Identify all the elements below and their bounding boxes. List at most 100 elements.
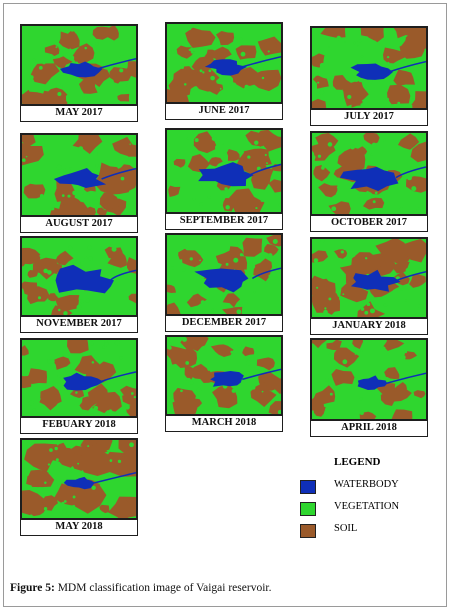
vegetation-speck	[251, 385, 256, 390]
vegetation-speck	[35, 363, 40, 369]
vegetation-speck	[186, 377, 192, 383]
vegetation-speck	[354, 353, 357, 355]
vegetation-speck	[338, 366, 341, 369]
soil-patch	[22, 375, 32, 389]
vegetation-speck	[239, 37, 243, 41]
vegetation-speck	[328, 353, 331, 356]
vegetation-speck	[91, 485, 96, 490]
vegetation-speck	[104, 340, 108, 343]
vegetation-speck	[119, 68, 124, 73]
soil-patch	[363, 197, 385, 210]
vegetation-speck	[247, 88, 250, 91]
waterbody-area	[194, 268, 249, 293]
vegetation-speck	[400, 288, 403, 292]
waterbody-area	[63, 372, 104, 391]
vegetation-speck	[131, 379, 135, 383]
vegetation-speck	[405, 268, 410, 273]
soil-patch	[186, 293, 207, 308]
river-channel	[101, 167, 136, 180]
soil-patch	[406, 176, 426, 193]
soil-patch	[28, 501, 47, 517]
soil-patch	[173, 158, 186, 168]
soil-patch	[227, 254, 248, 271]
soil-patch	[235, 45, 257, 60]
soil-patch	[312, 75, 329, 89]
vegetation-speck	[23, 173, 27, 177]
soil-patch	[263, 40, 277, 50]
vegetation-speck	[210, 75, 215, 81]
map-image	[167, 235, 281, 314]
soil-patch	[72, 135, 103, 154]
soil-patch	[332, 74, 353, 90]
soil-patch	[80, 206, 97, 215]
vegetation-speck	[312, 160, 316, 166]
vegetation-speck	[25, 213, 29, 215]
soil-patch	[263, 243, 279, 257]
soil-patch	[112, 136, 135, 156]
vegetation-speck	[386, 56, 390, 59]
legend: LEGEND WATERBODY VEGETATION SOIL	[294, 450, 434, 545]
vegetation-speck	[58, 308, 61, 312]
soil-patch	[312, 385, 336, 406]
panel-october-2017: OCTOBER 2017	[310, 131, 428, 232]
vegetation-speck	[223, 27, 227, 32]
classification-map	[310, 237, 428, 319]
vegetation-speck	[374, 191, 378, 195]
soil-patch	[263, 136, 281, 152]
soil-patch	[256, 357, 275, 371]
vegetation-speck	[22, 48, 24, 51]
vegetation-speck	[236, 309, 242, 314]
soil-patch	[68, 297, 79, 309]
panel-label: JANUARY 2018	[310, 318, 428, 335]
vegetation-speck	[126, 309, 132, 315]
vegetation-speck	[231, 388, 236, 393]
soil-patch	[71, 483, 107, 514]
classification-map	[20, 338, 138, 418]
classification-map	[20, 236, 138, 317]
vegetation-speck	[318, 47, 321, 51]
vegetation-speck	[200, 187, 203, 190]
vegetation-speck	[93, 151, 99, 156]
waterbody-area	[63, 476, 95, 490]
legend-label-waterbody: WATERBODY	[334, 479, 399, 490]
vegetation-speck	[89, 203, 91, 206]
vegetation-speck	[69, 55, 75, 61]
vegetation-speck	[63, 500, 67, 503]
vegetation-speck	[199, 69, 203, 73]
vegetation-speck	[80, 261, 85, 266]
panel-july-2017: JULY 2017	[310, 26, 428, 126]
river-channel	[251, 267, 281, 280]
vegetation-speck	[355, 380, 358, 383]
soil-patch	[397, 133, 420, 150]
vegetation-speck	[327, 46, 330, 48]
vegetation-speck	[247, 155, 251, 159]
river-channel	[385, 372, 426, 385]
soil-patch	[392, 261, 410, 274]
soil-patch	[107, 251, 128, 268]
soil-patch	[22, 247, 41, 265]
vegetation-speck	[87, 245, 93, 250]
vegetation-speck	[359, 397, 363, 401]
vegetation-speck	[47, 270, 52, 275]
soil-patch	[55, 250, 74, 266]
soil-patch	[105, 165, 136, 193]
vegetation-speck	[167, 69, 170, 73]
vegetation-speck	[181, 337, 187, 342]
vegetation-speck	[255, 344, 260, 348]
soil-patch	[23, 183, 46, 199]
soil-patch	[331, 369, 355, 386]
soil-patch	[173, 68, 200, 88]
river-channel	[395, 166, 426, 179]
soil-patch	[61, 200, 89, 215]
vegetation-speck	[59, 27, 62, 30]
vegetation-speck	[95, 41, 99, 46]
vegetation-speck	[279, 52, 281, 55]
vegetation-speck	[225, 205, 230, 210]
vegetation-speck	[133, 395, 136, 399]
soil-patch	[242, 346, 255, 357]
vegetation-speck	[42, 61, 46, 65]
vegetation-speck	[32, 408, 36, 411]
vegetation-speck	[194, 138, 199, 143]
vegetation-speck	[58, 84, 63, 89]
vegetation-speck	[319, 90, 325, 95]
